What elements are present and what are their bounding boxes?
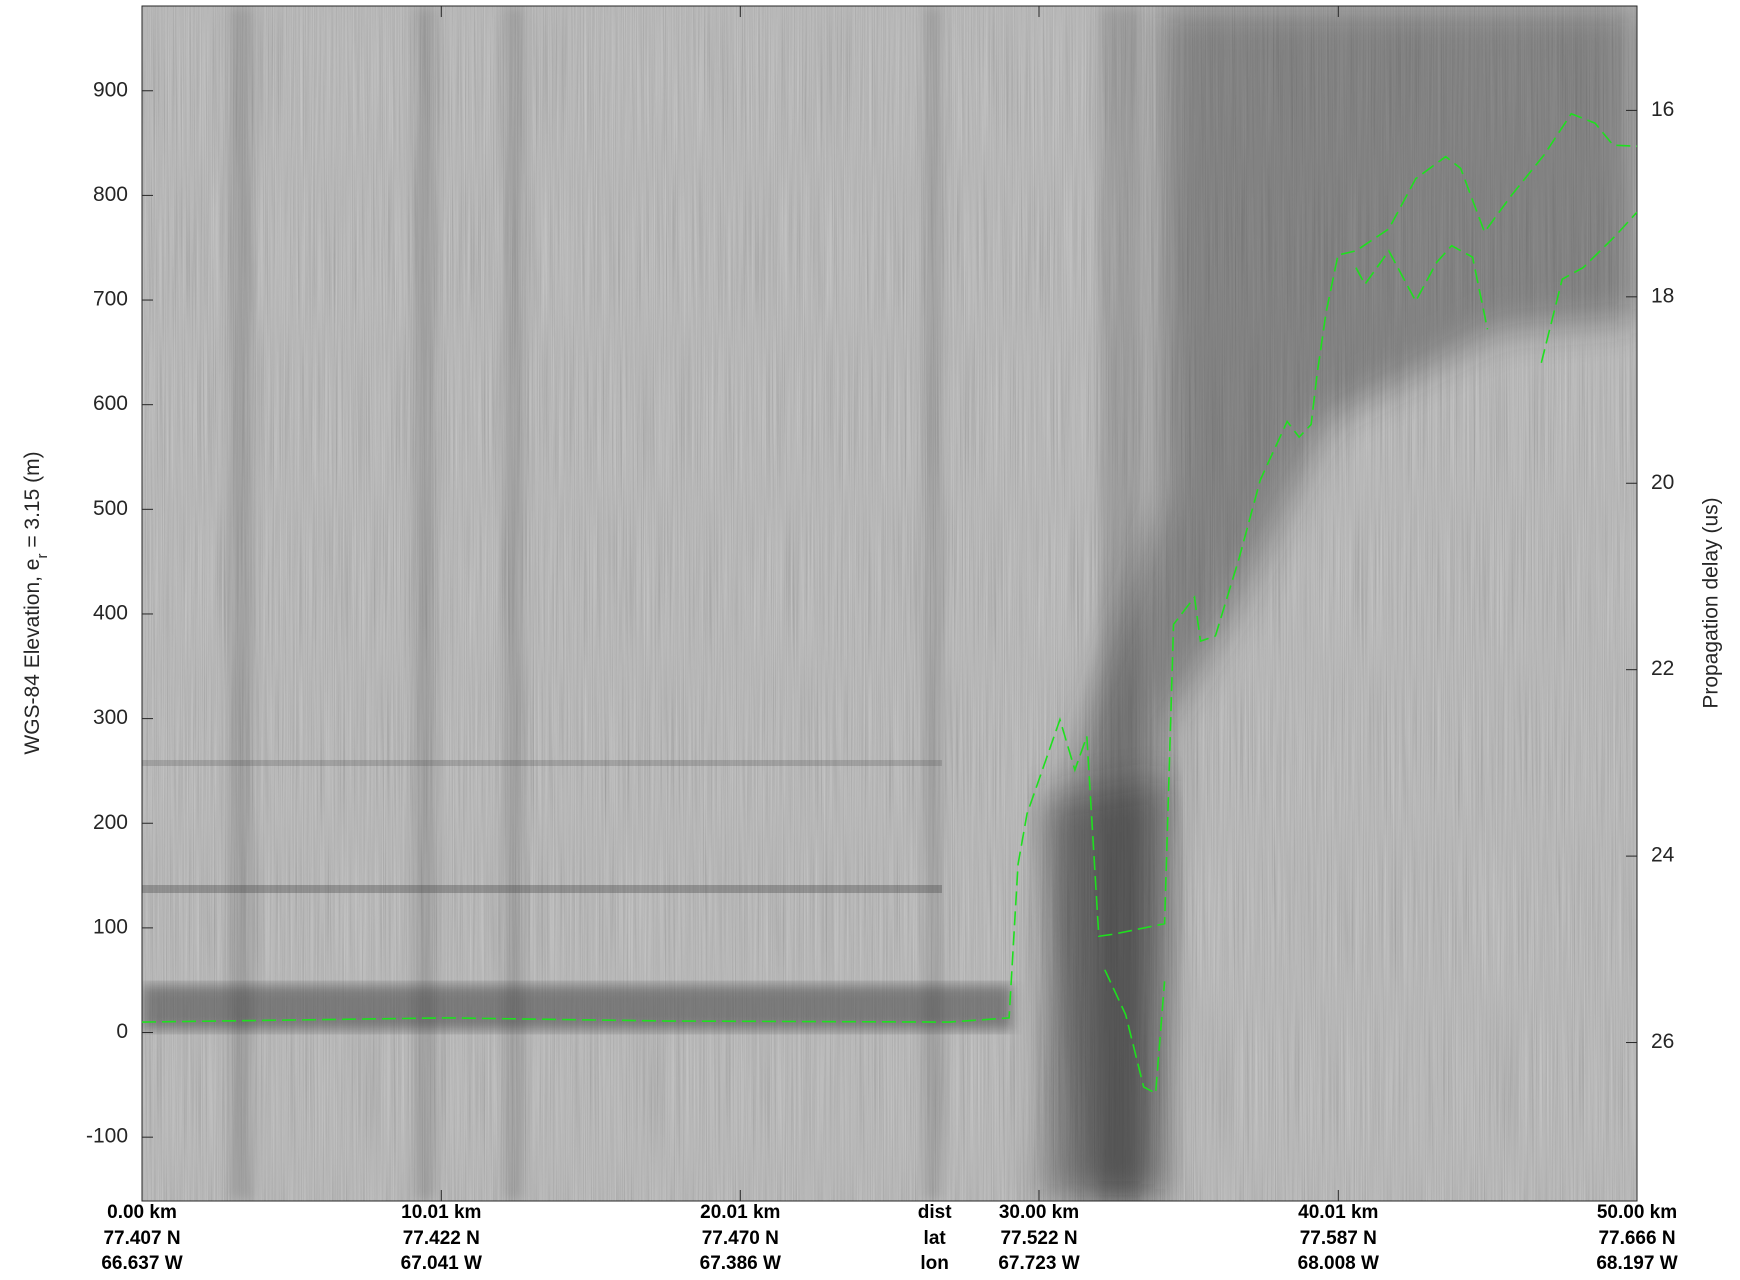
y-label-suffix: = 3.15 (m)	[21, 451, 44, 553]
row-name: lat	[924, 1228, 947, 1249]
y-axis-label: WGS-84 Elevation, er = 3.15 (m)	[21, 451, 51, 754]
y-tick-label: 800	[93, 183, 128, 206]
y-tick-label: 900	[93, 78, 128, 101]
plot-frame	[141, 5, 1638, 1202]
row-name: lon	[920, 1253, 949, 1274]
lat-label: 77.587 N	[1300, 1228, 1377, 1249]
x-tick-label: 20.01 km	[700, 1202, 780, 1223]
lon-label: 66.637 W	[101, 1253, 182, 1274]
y2-tick-label: 18	[1651, 284, 1674, 307]
lat-label: 77.470 N	[702, 1228, 779, 1249]
y2-tick-label: 16	[1651, 98, 1674, 121]
y-tick-label: 100	[93, 915, 128, 938]
lon-label: 68.197 W	[1596, 1253, 1677, 1274]
y-tick-label: -100	[86, 1125, 128, 1148]
y-label-subscript: r	[34, 554, 51, 559]
lat-label: 77.407 N	[103, 1228, 180, 1249]
lon-label: 67.041 W	[401, 1253, 482, 1274]
lat-label: 77.522 N	[1000, 1228, 1077, 1249]
x-tick-label: 50.00 km	[1597, 1202, 1677, 1223]
y-label-text: WGS-84 Elevation, e	[21, 559, 44, 755]
y2-tick-label: 22	[1651, 657, 1674, 680]
y-tick-label: 0	[116, 1020, 128, 1043]
y2-tick-label: 20	[1651, 471, 1674, 494]
row-name: dist	[918, 1202, 952, 1223]
y-tick-label: 200	[93, 811, 128, 834]
x-tick-label: 30.00 km	[999, 1202, 1079, 1223]
y-tick-label: 500	[93, 497, 128, 520]
lon-label: 67.386 W	[700, 1253, 781, 1274]
lon-label: 67.723 W	[998, 1253, 1079, 1274]
echogram-background	[142, 6, 1637, 1201]
y-tick-label: 400	[93, 602, 128, 625]
y-tick-label: 700	[93, 288, 128, 311]
y-tick-label: 600	[93, 392, 128, 415]
lat-label: 77.666 N	[1598, 1228, 1675, 1249]
x-tick-label: 0.00 km	[107, 1202, 177, 1223]
x-tick-label: 40.01 km	[1298, 1202, 1378, 1223]
lon-label: 68.008 W	[1298, 1253, 1379, 1274]
pick-line	[1104, 211, 1637, 1095]
y2-axis-label: Propagation delay (us)	[1700, 497, 1723, 708]
y-tick-label: 300	[93, 706, 128, 729]
y2-tick-label: 24	[1651, 844, 1675, 867]
lat-label: 77.422 N	[403, 1228, 480, 1249]
pick-line	[142, 112, 1637, 1023]
y2-tick-label: 26	[1651, 1030, 1674, 1053]
x-tick-label: 10.01 km	[401, 1202, 481, 1223]
